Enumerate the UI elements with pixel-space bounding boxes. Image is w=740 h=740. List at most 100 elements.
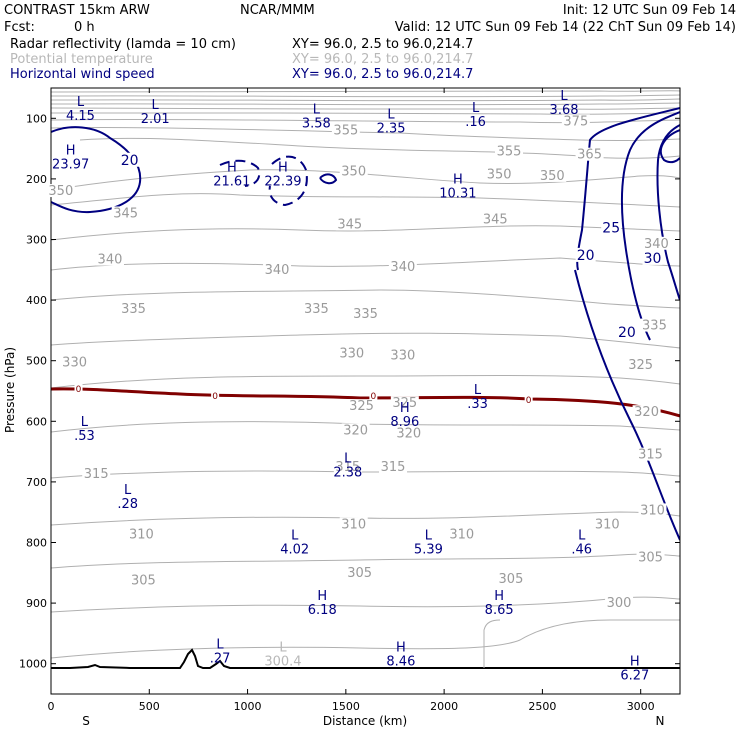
x-tick-label: 2500 [528,700,556,713]
x-axis-end-label: N [656,714,665,728]
theta-label-bg [341,423,370,437]
extremum-value: 8.65 [485,603,514,618]
theta-label-bg [263,262,292,276]
theta-contour-label: 320 [343,423,368,438]
extremum-type: H [453,173,463,188]
extremum-value: 300.4 [264,655,301,670]
wind-label-bg [616,324,637,339]
theta-label-bg [335,217,364,231]
field-wind-name: Horizontal wind speed [10,67,155,82]
wind-contour-right-outer [574,269,680,541]
wind-label-bg [601,220,622,235]
theta-label-bg [388,259,417,273]
theta-line [51,332,680,349]
theta-label-bg [111,206,140,220]
wind-contour-label: 20 [577,248,595,264]
extremum-value: 2.38 [333,466,362,481]
theta-contour-label: 330 [62,356,87,371]
wind-label-bg [119,152,140,167]
zero-contour-line [51,387,680,418]
theta-label-bg [575,147,604,161]
theta-label-bg [119,302,148,316]
field-theta-name: Potential temperature [10,52,153,67]
x-tick-label: 0 [48,700,55,713]
theta-label-bg [337,346,366,360]
theta-contour-label: 325 [628,358,653,373]
theta-label-bg [496,571,525,585]
extremum-value: 8.96 [390,415,419,430]
theta-contour-label: 305 [638,551,663,566]
extremum-type: L [152,98,160,113]
theta-label-bg [129,573,158,587]
theta-contour-label: 325 [349,399,374,414]
theta-line [51,90,680,93]
theta-contour-label: 310 [595,517,620,532]
wind-contour-small-loop [319,173,338,185]
theta-label-bg [638,503,667,517]
theta-contour-label: 350 [48,184,73,199]
zero-contour-label: 0 [526,396,532,406]
theta-contour-label: 310 [129,528,154,543]
extremum-value: 3.68 [550,103,579,118]
theta-label-bg [390,396,419,410]
extremum-type: L [425,528,433,543]
theta-contour-label: 345 [337,217,362,232]
valid-time: Valid: 12 UTC Sun 09 Feb 14 (22 ChT Sun … [395,20,736,35]
theta-contour-label: 320 [634,405,659,420]
theta-label-bg [481,212,510,226]
extremum-type: L [279,641,287,656]
wind-contour-25-right [620,111,680,341]
wind-label-bg [575,247,596,262]
zero-contour-label: 0 [76,385,82,395]
theta-contour-label: 305 [499,572,524,587]
x-tick-label: 1000 [234,700,262,713]
wind-contour-label: 25 [602,221,620,237]
extremum-type: L [81,415,89,430]
terrain-line [51,648,680,669]
wind-contour-30-right [656,124,680,301]
y-tick-label: 1000 [19,658,47,671]
zero-contour-label: 0 [212,392,218,402]
theta-label-bg [632,405,661,419]
theta-contour-label: 335 [304,302,329,317]
wind-contour-dashed-jet [219,159,261,187]
theta-contour-label: 315 [335,460,360,475]
theta-contour-label: 355 [497,145,522,160]
x-axis-ticks: 0 500 1000 1500 2000 2500 3000 [48,88,655,713]
extremum-type: H [494,589,504,604]
wind-contour-label: 30 [644,251,662,267]
extremum-value: 2.35 [377,121,406,136]
theta-label-bg [642,236,671,250]
theta-contour-label: 340 [390,260,415,275]
field-wind-xy: XY= 96.0, 2.5 to 96.0,214.7 [292,67,473,82]
theta-contour-label: 335 [121,302,146,317]
wind-contour-label: 20 [121,153,139,169]
theta-label-bg [388,348,417,362]
theta-line [51,169,680,191]
extremum-value: .16 [465,115,486,130]
extremum-value: 8.46 [386,655,415,670]
plot-contents [51,90,680,669]
y-tick-label: 600 [26,415,47,428]
theta-contour-label: 310 [449,528,474,543]
y-tick-label: 300 [26,234,47,247]
theta-label-bg [351,307,380,321]
extremum-type: L [77,95,85,110]
x-tick-label: 3000 [627,700,655,713]
theta-contour-label: 375 [563,114,588,129]
theta-label-bg [339,164,368,178]
zero-label-bg [211,389,220,400]
extremum-value: 6.18 [308,603,337,618]
theta-label-bg [347,399,376,413]
extremum-value: 2.01 [141,112,170,127]
extremum-type: L [313,102,321,117]
theta-line [51,102,680,106]
theta-contour-label: 330 [339,346,364,361]
theta-label-bg [394,426,423,440]
extremum-type: L [387,107,395,122]
theta-contour-label: 345 [113,206,138,221]
extremum-type: H [278,161,288,176]
theta-label-bg [345,565,374,579]
